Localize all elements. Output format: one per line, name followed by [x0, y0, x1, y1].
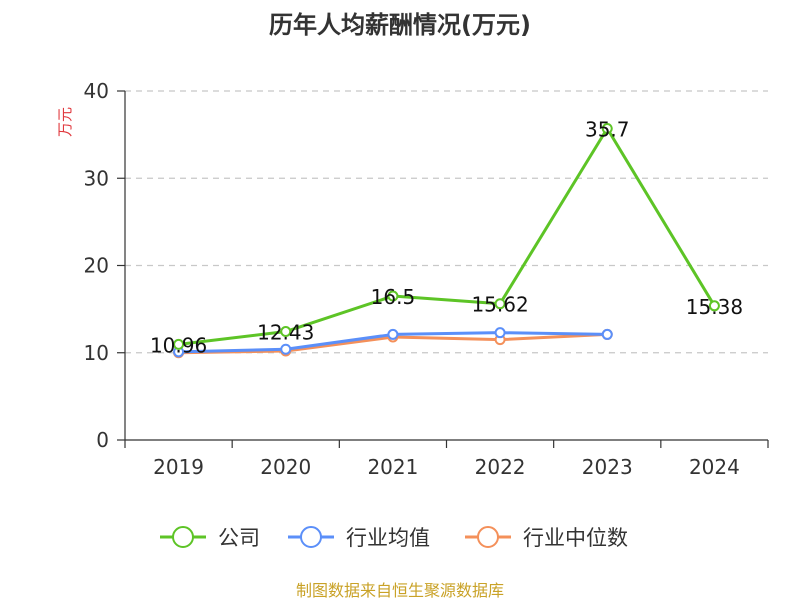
data-point: [173, 338, 185, 350]
footer-source: 制图数据来自恒生聚源数据库: [296, 581, 504, 600]
data-label: 15.38: [686, 295, 743, 319]
data-point: [494, 298, 506, 310]
y-tick-label: 40: [84, 79, 109, 103]
data-point: [280, 326, 292, 338]
legend-marker: [172, 526, 194, 548]
y-axis-label: 万元: [56, 107, 74, 137]
series-line: [178, 127, 716, 346]
data-point: [280, 343, 292, 355]
data-labels: 10.96 12.43 16.5 15.62 35.7 15.38: [150, 118, 743, 358]
series-lines: [173, 123, 720, 359]
data-label: 16.5: [371, 285, 416, 309]
y-tick-label: 30: [84, 166, 109, 190]
y-tick-label: 20: [84, 254, 109, 278]
data-label: 15.62: [471, 293, 528, 317]
data-point: [387, 328, 399, 340]
y-tick-label: 0: [96, 428, 109, 452]
axes: 0 10 20 30 40 2019 2020 2021 2022 2023 2024: [84, 79, 769, 479]
data-label: 10.96: [150, 333, 207, 357]
data-point: [494, 327, 506, 339]
legend-label: 行业中位数: [523, 526, 628, 550]
legend-label: 公司: [218, 526, 260, 550]
x-tick-label: 2019: [153, 455, 204, 479]
data-label: 12.43: [257, 321, 314, 345]
x-tick-label: 2023: [582, 455, 633, 479]
grid-lines: [125, 90, 768, 354]
x-tick-label: 2020: [260, 455, 311, 479]
y-tick-label: 10: [84, 341, 109, 365]
legend[interactable]: 公司 行业均值 行业中位数: [160, 526, 628, 550]
legend-label: 行业均值: [346, 526, 430, 550]
x-tick-label: 2024: [689, 455, 740, 479]
data-point: [387, 290, 399, 302]
chart-title: 历年人均薪酬情况(万元): [269, 11, 531, 39]
legend-marker: [300, 526, 322, 548]
data-point: [601, 328, 613, 340]
data-point: [708, 300, 720, 312]
legend-marker: [477, 526, 499, 548]
x-tick-label: 2021: [367, 455, 418, 479]
data-label: 35.7: [585, 118, 630, 142]
x-tick-label: 2022: [475, 455, 526, 479]
data-point: [601, 123, 613, 135]
